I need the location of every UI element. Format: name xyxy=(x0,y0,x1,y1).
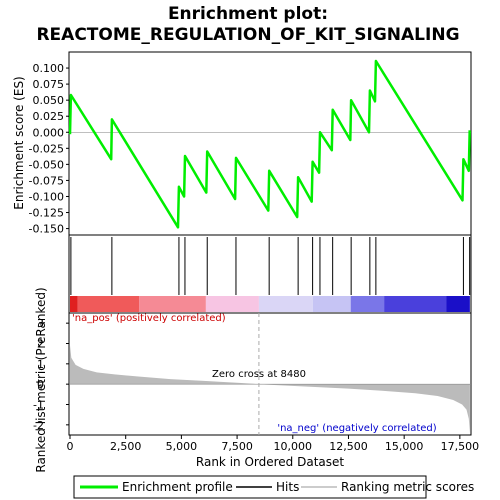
x-axis-label: Rank in Ordered Dataset xyxy=(196,455,344,469)
pos-correlated-label: 'na_pos' (positively correlated) xyxy=(72,313,226,324)
heatmap-segment-5 xyxy=(313,296,351,312)
x-tick-label-3: 7,500 xyxy=(221,440,253,453)
x-axis-group: 0 2,500 5,000 7,500 10,000 12,500 15,000 17,500 xyxy=(67,435,480,453)
neg-correlated-label: 'na_neg' (negatively correlated) xyxy=(277,423,436,434)
es-ytick-label-10: -0.150 xyxy=(29,223,64,236)
chart-title-line2: REACTOME_REGULATION_OF_KIT_SIGNALING xyxy=(36,25,459,45)
es-ytick-label-4: 0.000 xyxy=(33,126,65,139)
x-tick-label-0: 0 xyxy=(67,440,74,453)
zero-cross-label: Zero cross at 8480 xyxy=(212,369,306,380)
es-ytick-label-3: 0.025 xyxy=(33,110,65,123)
es-ytick-label-1: 0.075 xyxy=(33,78,65,91)
heatmap-segment-4 xyxy=(259,296,313,312)
x-tick-label-1: 2,500 xyxy=(110,440,142,453)
chart-title-line1: Enrichment plot: xyxy=(168,4,328,24)
x-tick-label-4: 10,000 xyxy=(274,440,313,453)
es-ytick-label-9: -0.125 xyxy=(29,207,64,220)
legend-enrichment-label: Enrichment profile xyxy=(122,480,233,494)
x-tick-label-5: 12,500 xyxy=(329,440,368,453)
heatmap-segment-0 xyxy=(70,296,78,312)
heatmap-segment-1 xyxy=(78,296,139,312)
es-ytick-label-6: -0.050 xyxy=(29,158,64,171)
ranked-list-heatmap-bar xyxy=(70,296,470,312)
x-tick-label-2: 5,000 xyxy=(166,440,198,453)
x-tick-label-6: 15,000 xyxy=(385,440,424,453)
es-panel-frame xyxy=(69,52,471,235)
heatmap-segment-7 xyxy=(384,296,446,312)
x-tick-label-7: 17,500 xyxy=(441,440,480,453)
heatmap-segment-6 xyxy=(351,296,384,312)
legend-hits-label: Hits xyxy=(276,480,299,494)
es-ytick-label-8: -0.100 xyxy=(29,190,64,203)
es-ytick-label-5: -0.025 xyxy=(29,142,64,155)
es-ytick-label-2: 0.050 xyxy=(33,94,65,107)
heatmap-segment-3 xyxy=(206,296,259,312)
es-axis-label: Enrichment score (ES) xyxy=(12,76,26,209)
es-ytick-label-7: -0.075 xyxy=(29,174,64,187)
es-ytick-label-0: 0.100 xyxy=(33,62,65,75)
legend-metric-label: Ranking metric scores xyxy=(341,480,474,494)
heatmap-segment-8 xyxy=(446,296,469,312)
metric-axis-label: Ranked list metric (PreRanked) xyxy=(34,287,48,472)
heatmap-segment-2 xyxy=(139,296,206,312)
